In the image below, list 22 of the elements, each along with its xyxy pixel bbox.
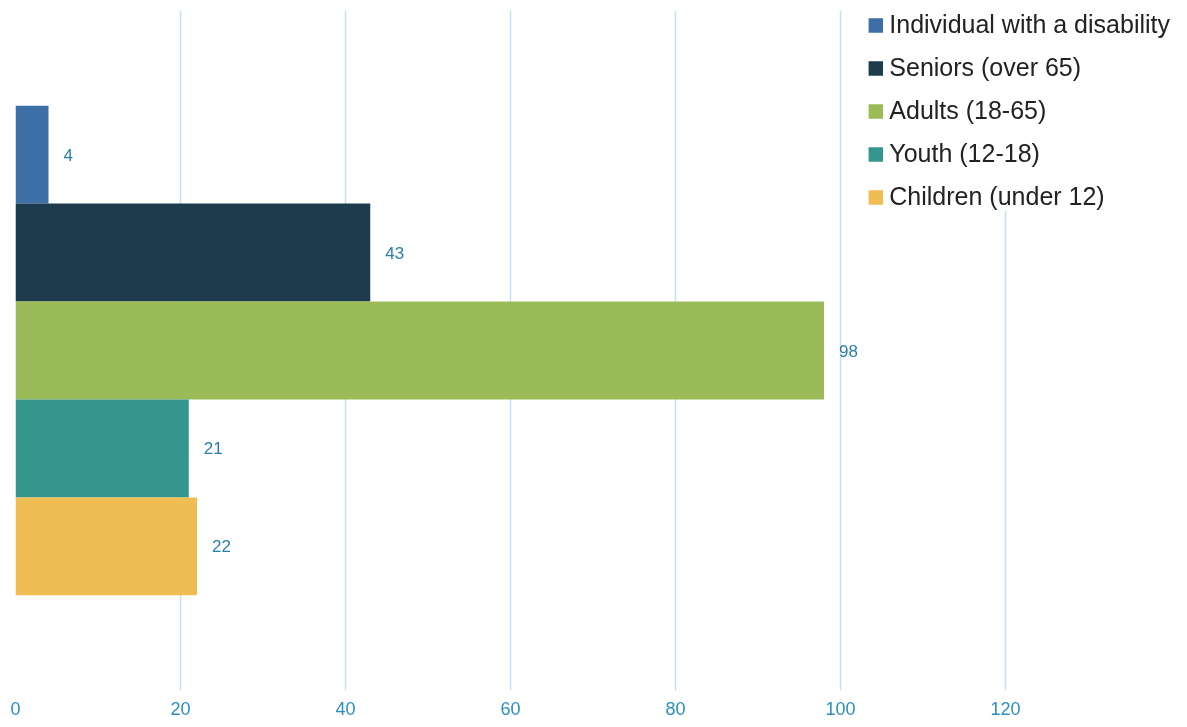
- data-label: 21: [203, 439, 223, 459]
- x-tick-label: 120: [990, 698, 1021, 719]
- bar: [15, 399, 189, 498]
- x-tick-label: 60: [500, 698, 521, 719]
- legend-label: Youth (12-18): [889, 139, 1040, 168]
- bar: [15, 203, 371, 302]
- legend-label: Seniors (over 65): [889, 53, 1082, 82]
- bar: [15, 497, 197, 596]
- data-label: 98: [839, 341, 858, 361]
- x-tick-label: 80: [665, 698, 686, 719]
- bar: [15, 105, 49, 204]
- x-tick-label: 20: [170, 698, 191, 719]
- data-label: 43: [385, 243, 405, 263]
- legend-label: Adults (18-65): [889, 96, 1047, 125]
- data-label: 22: [212, 537, 231, 557]
- bar: [15, 301, 824, 400]
- data-label: 4: [63, 145, 73, 165]
- x-tick-label: 40: [335, 698, 356, 719]
- x-tick-label: 100: [825, 698, 856, 719]
- legend-label: Individual with a disability: [889, 10, 1170, 39]
- x-tick-label: 0: [10, 698, 21, 719]
- legend-label: Children (under 12): [889, 182, 1105, 211]
